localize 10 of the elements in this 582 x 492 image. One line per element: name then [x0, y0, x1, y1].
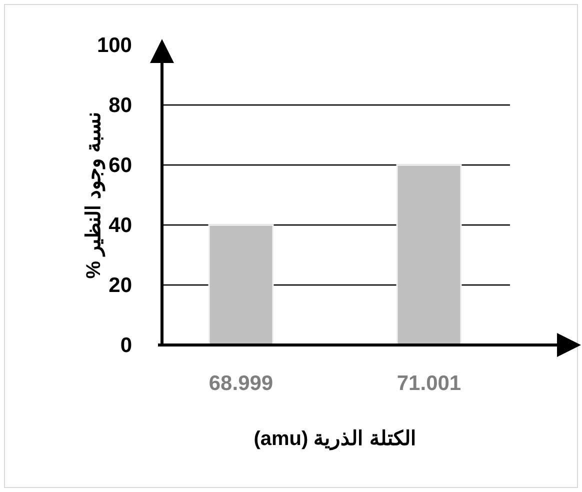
y-tick-label: 60 — [108, 154, 132, 177]
x-axis-title: الكتلة الذرية (amu) — [254, 428, 416, 451]
y-tick-label: 40 — [108, 214, 132, 237]
y-tick-label: 80 — [108, 94, 132, 117]
y-tick-label: 20 — [108, 274, 132, 297]
y-tick-label: 0 — [120, 334, 132, 357]
y-tick-label: 100 — [96, 34, 132, 57]
x-tick-label: 71.001 — [396, 372, 462, 395]
x-tick-label: 68.999 — [208, 372, 274, 395]
y-axis-title: نسبة وجود النظير % — [83, 111, 106, 279]
